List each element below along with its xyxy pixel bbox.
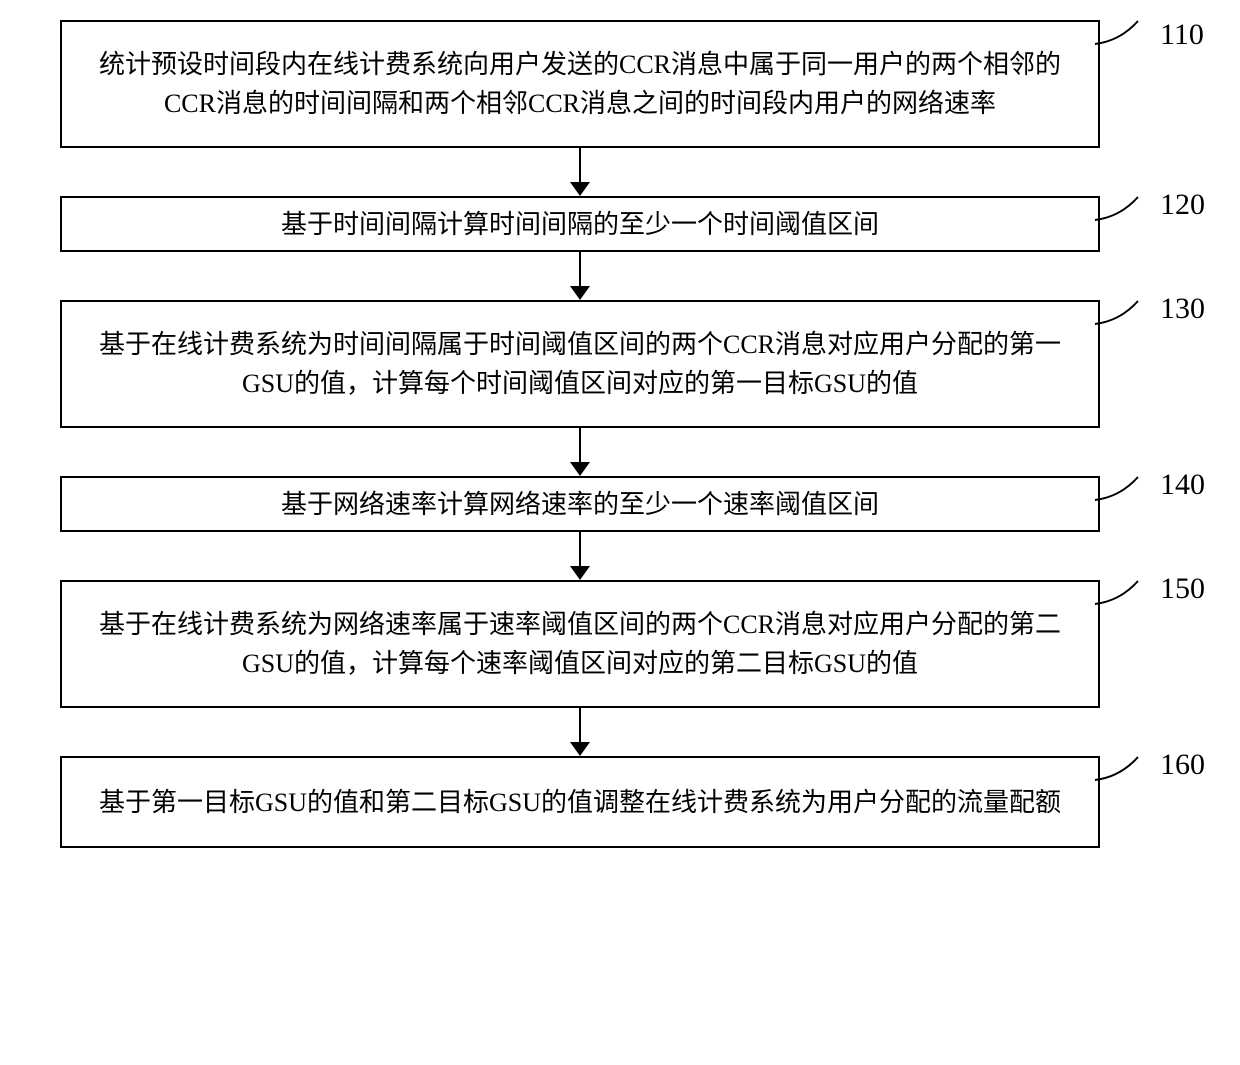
step-150: 基于在线计费系统为网络速率属于速率阈值区间的两个CCR消息对应用户分配的第二GS…: [60, 580, 1160, 708]
step-text: 基于网络速率计算网络速率的至少一个速率阈值区间: [281, 485, 879, 524]
step-text: 基于在线计费系统为网络速率属于速率阈值区间的两个CCR消息对应用户分配的第二GS…: [82, 605, 1078, 683]
step-box-130: 基于在线计费系统为时间间隔属于时间阈值区间的两个CCR消息对应用户分配的第一GS…: [60, 300, 1100, 428]
arrow-head-icon: [570, 566, 590, 580]
label-connector-120: [1090, 192, 1150, 222]
flowchart-container: 统计预设时间段内在线计费系统向用户发送的CCR消息中属于同一用户的两个相邻的CC…: [60, 20, 1160, 848]
arrow-head-icon: [570, 182, 590, 196]
step-110: 统计预设时间段内在线计费系统向用户发送的CCR消息中属于同一用户的两个相邻的CC…: [60, 20, 1160, 148]
step-label-110: 110: [1160, 18, 1204, 52]
step-label-120: 120: [1160, 188, 1205, 222]
step-box-160: 基于第一目标GSU的值和第二目标GSU的值调整在线计费系统为用户分配的流量配额: [60, 756, 1100, 848]
arrow-line: [579, 708, 581, 744]
arrow-150-160: [60, 708, 1100, 756]
step-label-160: 160: [1160, 748, 1205, 782]
step-box-150: 基于在线计费系统为网络速率属于速率阈值区间的两个CCR消息对应用户分配的第二GS…: [60, 580, 1100, 708]
arrow-head-icon: [570, 742, 590, 756]
arrow-110-120: [60, 148, 1100, 196]
arrow-line: [579, 428, 581, 464]
label-connector-130: [1090, 296, 1150, 326]
label-connector-110: [1090, 16, 1150, 46]
step-label-130: 130: [1160, 292, 1205, 326]
label-connector-140: [1090, 472, 1150, 502]
arrow-line: [579, 532, 581, 568]
step-140: 基于网络速率计算网络速率的至少一个速率阈值区间: [60, 476, 1160, 532]
step-box-120: 基于时间间隔计算时间间隔的至少一个时间阈值区间: [60, 196, 1100, 252]
arrow-head-icon: [570, 462, 590, 476]
step-label-150: 150: [1160, 572, 1205, 606]
arrow-head-icon: [570, 286, 590, 300]
step-text: 基于时间间隔计算时间间隔的至少一个时间阈值区间: [281, 205, 879, 244]
step-text: 基于在线计费系统为时间间隔属于时间阈值区间的两个CCR消息对应用户分配的第一GS…: [82, 325, 1078, 403]
step-box-140: 基于网络速率计算网络速率的至少一个速率阈值区间: [60, 476, 1100, 532]
arrow-130-140: [60, 428, 1100, 476]
arrow-line: [579, 252, 581, 288]
arrow-line: [579, 148, 581, 184]
arrow-140-150: [60, 532, 1100, 580]
step-label-140: 140: [1160, 468, 1205, 502]
step-160: 基于第一目标GSU的值和第二目标GSU的值调整在线计费系统为用户分配的流量配额: [60, 756, 1160, 848]
arrow-120-130: [60, 252, 1100, 300]
label-connector-150: [1090, 576, 1150, 606]
step-130: 基于在线计费系统为时间间隔属于时间阈值区间的两个CCR消息对应用户分配的第一GS…: [60, 300, 1160, 428]
step-text: 统计预设时间段内在线计费系统向用户发送的CCR消息中属于同一用户的两个相邻的CC…: [82, 45, 1078, 123]
step-120: 基于时间间隔计算时间间隔的至少一个时间阈值区间: [60, 196, 1160, 252]
label-connector-160: [1090, 752, 1150, 782]
step-text: 基于第一目标GSU的值和第二目标GSU的值调整在线计费系统为用户分配的流量配额: [99, 783, 1061, 822]
step-box-110: 统计预设时间段内在线计费系统向用户发送的CCR消息中属于同一用户的两个相邻的CC…: [60, 20, 1100, 148]
